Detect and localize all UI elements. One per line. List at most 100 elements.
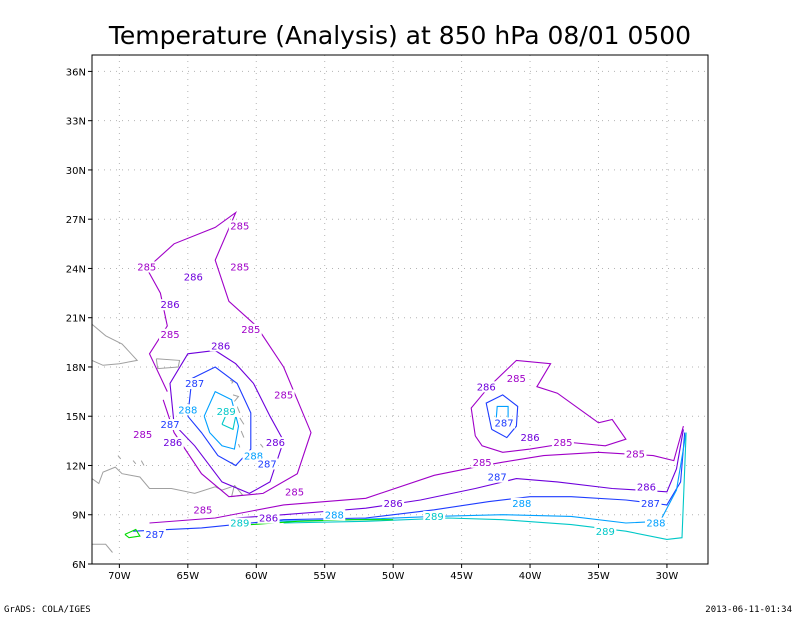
y-tick-label: 15N bbox=[66, 412, 86, 423]
x-tick-label: 70W bbox=[108, 571, 131, 582]
contour-label: 286 bbox=[637, 482, 656, 493]
contour-label: 285 bbox=[230, 221, 249, 232]
x-tick-label: 60W bbox=[245, 571, 268, 582]
y-tick-label: 27N bbox=[66, 215, 86, 226]
contour-label-bg bbox=[423, 511, 446, 523]
contour-line-285 bbox=[149, 425, 684, 524]
contour-label: 285 bbox=[133, 430, 152, 441]
footer-right: 2013-06-11-01:34 bbox=[705, 605, 792, 615]
contour-label-bg bbox=[215, 405, 238, 417]
contour-label-bg bbox=[209, 340, 232, 352]
contour-label: 288 bbox=[646, 519, 665, 530]
contour-label-bg bbox=[272, 389, 295, 401]
contour-label: 287 bbox=[488, 473, 507, 484]
contour-label-bg bbox=[228, 261, 251, 273]
coastline bbox=[91, 323, 264, 553]
contour-label: 285 bbox=[553, 438, 572, 449]
contour-label: 288 bbox=[512, 499, 531, 510]
coastline-segment bbox=[260, 443, 264, 448]
contour-label-bg bbox=[143, 529, 166, 541]
contour-labels: 285 285 285 286 286 285 285 286 287 285 288 289 287 2… bbox=[131, 220, 667, 541]
contour-label-bg bbox=[551, 437, 574, 449]
contour-label: 288 bbox=[244, 451, 263, 462]
contour-line-286 bbox=[235, 429, 684, 519]
y-tick-label: 33N bbox=[66, 117, 86, 128]
contour-label: 285 bbox=[473, 458, 492, 469]
contour-label-bg bbox=[161, 437, 184, 449]
contour-label-bg bbox=[283, 486, 306, 498]
contour-label: 286 bbox=[477, 382, 496, 393]
chart-title: Temperature (Analysis) at 850 hPa 08/01 … bbox=[108, 21, 691, 50]
contour-label-bg bbox=[159, 299, 182, 311]
x-tick-label: 50W bbox=[382, 571, 405, 582]
contour-label: 288 bbox=[325, 510, 344, 521]
coastline-segment bbox=[91, 323, 139, 366]
plot-frame bbox=[91, 54, 709, 565]
coastline-segment bbox=[92, 543, 113, 553]
coastline-segment bbox=[240, 430, 245, 438]
contour-label-bg bbox=[594, 525, 617, 537]
contour-label-bg bbox=[183, 378, 206, 390]
contour-label-bg bbox=[639, 497, 662, 509]
contour-line-287 bbox=[187, 366, 252, 467]
contour-label-bg bbox=[159, 328, 182, 340]
contour-label-bg bbox=[624, 448, 647, 460]
y-tick-label: 24N bbox=[66, 264, 86, 275]
x-tick-label: 55W bbox=[313, 571, 336, 582]
contour-label: 286 bbox=[266, 438, 285, 449]
contour-label-bg bbox=[382, 497, 405, 509]
contour-label: 289 bbox=[230, 519, 249, 530]
contour-label-bg bbox=[323, 509, 346, 521]
coastline-segment bbox=[230, 379, 234, 384]
contour-label: 285 bbox=[230, 262, 249, 273]
y-tick-label: 30N bbox=[66, 166, 86, 177]
x-tick-label: 65W bbox=[177, 571, 200, 582]
contour-label: 285 bbox=[274, 391, 293, 402]
contour-line-288 bbox=[269, 432, 687, 524]
x-tick-label: 45W bbox=[450, 571, 473, 582]
y-tick-label: 21N bbox=[66, 314, 86, 325]
coastline-segment bbox=[236, 406, 241, 414]
footer-left: GrADS: COLA/IGES bbox=[4, 605, 91, 615]
contour-label: 285 bbox=[626, 450, 645, 461]
coastline-segment bbox=[140, 460, 145, 466]
contour-label-bg bbox=[471, 456, 494, 468]
contour-label-bg bbox=[510, 497, 533, 509]
contour-label: 285 bbox=[137, 262, 156, 273]
contour-label: 285 bbox=[193, 505, 212, 516]
contour-lines bbox=[124, 210, 687, 540]
y-tick-label: 12N bbox=[66, 461, 86, 472]
contour-label-bg bbox=[242, 450, 265, 462]
contour-label-bg bbox=[635, 481, 658, 493]
y-tick-label: 9N bbox=[72, 511, 86, 522]
contour-label-bg bbox=[644, 517, 667, 529]
contour-line-285 bbox=[470, 359, 627, 453]
contour-line-286 bbox=[169, 349, 285, 495]
contour-label: 286 bbox=[384, 499, 403, 510]
y-axis: 6N 9N 12N 15N 18N 21N 24N 27N 30N 33N 36N bbox=[66, 67, 92, 571]
coastline-segment bbox=[239, 417, 245, 425]
y-tick-label: 18N bbox=[66, 363, 86, 374]
x-axis: 70W 65W 60W 55W 50W 45W 40W 35W 30W bbox=[108, 564, 678, 582]
contour-label: 288 bbox=[178, 405, 197, 416]
coastline-segment bbox=[91, 466, 232, 494]
contour-label: 289 bbox=[596, 527, 615, 538]
contour-label: 287 bbox=[641, 499, 660, 510]
contour-label-bg bbox=[505, 373, 528, 385]
coastline-segment bbox=[232, 394, 240, 402]
coastline-segment bbox=[117, 455, 122, 460]
contour-label: 287 bbox=[494, 418, 513, 429]
contour-label: 286 bbox=[184, 272, 203, 283]
contour-label: 285 bbox=[160, 330, 179, 341]
contour-label-bg bbox=[239, 323, 262, 335]
contour-label: 289 bbox=[425, 512, 444, 523]
contour-label-bg bbox=[264, 437, 287, 449]
contour-label-bg bbox=[519, 432, 542, 444]
contour-label: 287 bbox=[145, 530, 164, 541]
contour-label-bg bbox=[191, 504, 214, 516]
coastline-segment bbox=[132, 460, 137, 465]
contour-line-290 bbox=[124, 528, 141, 539]
coastline-segment bbox=[155, 358, 181, 370]
contour-label-bg bbox=[256, 458, 279, 470]
contour-label-bg bbox=[135, 261, 158, 273]
